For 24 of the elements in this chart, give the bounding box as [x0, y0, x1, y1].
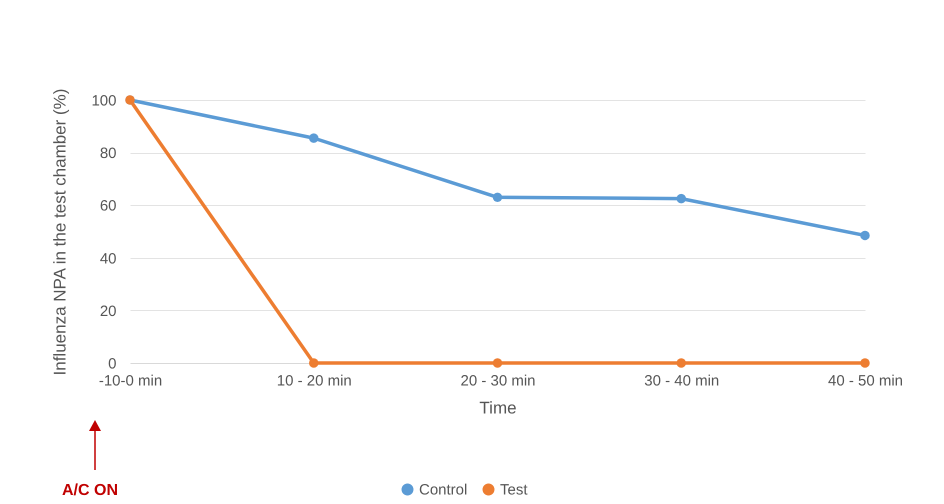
y-tick-label: 40 [100, 250, 116, 268]
point [492, 192, 502, 202]
x-axis-title: Time [479, 398, 517, 418]
y-tick-label: 80 [100, 145, 116, 162]
x-tick-label: 40 - 50 min [828, 372, 904, 390]
text: A/C ON [62, 482, 118, 499]
y-axis-title: Influenza NPA in the test chamber (%) [50, 88, 70, 376]
y-tick-label: 100 [91, 92, 116, 110]
y-tick-label: 20 [100, 302, 116, 320]
legend-label: Control [419, 482, 468, 499]
y-tick-label: 0 [108, 356, 116, 372]
x-tick-label: 10 - 20 min [276, 372, 352, 390]
y-tick-label: 60 [100, 198, 116, 215]
point [860, 358, 870, 368]
legend-label: Test [500, 482, 528, 499]
x-tick-label: 30 - 40 min [644, 372, 720, 390]
point [492, 358, 502, 368]
x-tick-label: 20 - 30 min [460, 372, 536, 390]
point [676, 358, 686, 368]
point [309, 358, 318, 368]
point [676, 194, 686, 204]
x-tick-label: -10-0 min [98, 372, 162, 390]
point [309, 133, 318, 143]
point [860, 230, 870, 240]
